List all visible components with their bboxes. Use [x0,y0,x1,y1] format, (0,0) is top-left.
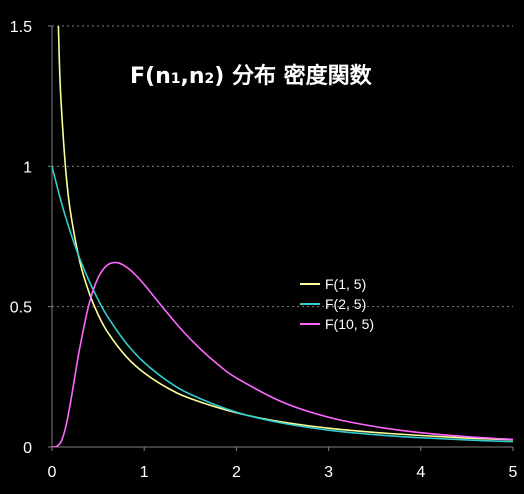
axes [48,25,514,451]
grid-lines [52,25,513,308]
x-tick-label-3: 3 [324,464,333,481]
legend-label-0: F(1, 5) [325,276,366,292]
y-tick-label-0: 0 [23,440,32,457]
x-tick-label-2: 2 [232,464,241,481]
legend-label-2: F(10, 5) [325,316,374,332]
x-tick-label-1: 1 [140,464,149,481]
x-tick-label-4: 4 [416,464,425,481]
y-tick-label-3: 1.5 [10,19,32,36]
title-sub1: 1 [171,71,181,87]
tick-labels: 0 0.5 1 1.5 0 1 2 3 4 5 [10,19,518,481]
series-line-1 [52,166,513,443]
legend: F(1, 5) F(2, 5) F(10, 5) [300,276,374,332]
y-tick-label-1: 0.5 [10,300,32,317]
series-lines [52,26,513,447]
x-tick-label-0: 0 [48,464,57,481]
series-line-2 [52,261,513,447]
legend-label-1: F(2, 5) [325,296,366,312]
title-main: F(n [130,64,171,89]
x-tick-label-5: 5 [509,464,518,481]
title-sub2: 2 [205,71,215,87]
chart-title: F(n1,n2) 分布 密度関数 [130,63,373,89]
title-rest: ) 分布 密度関数 [214,63,372,89]
series-line-0 [57,26,513,441]
y-tick-label-2: 1 [23,159,32,176]
title-comma: ,n [181,64,205,89]
